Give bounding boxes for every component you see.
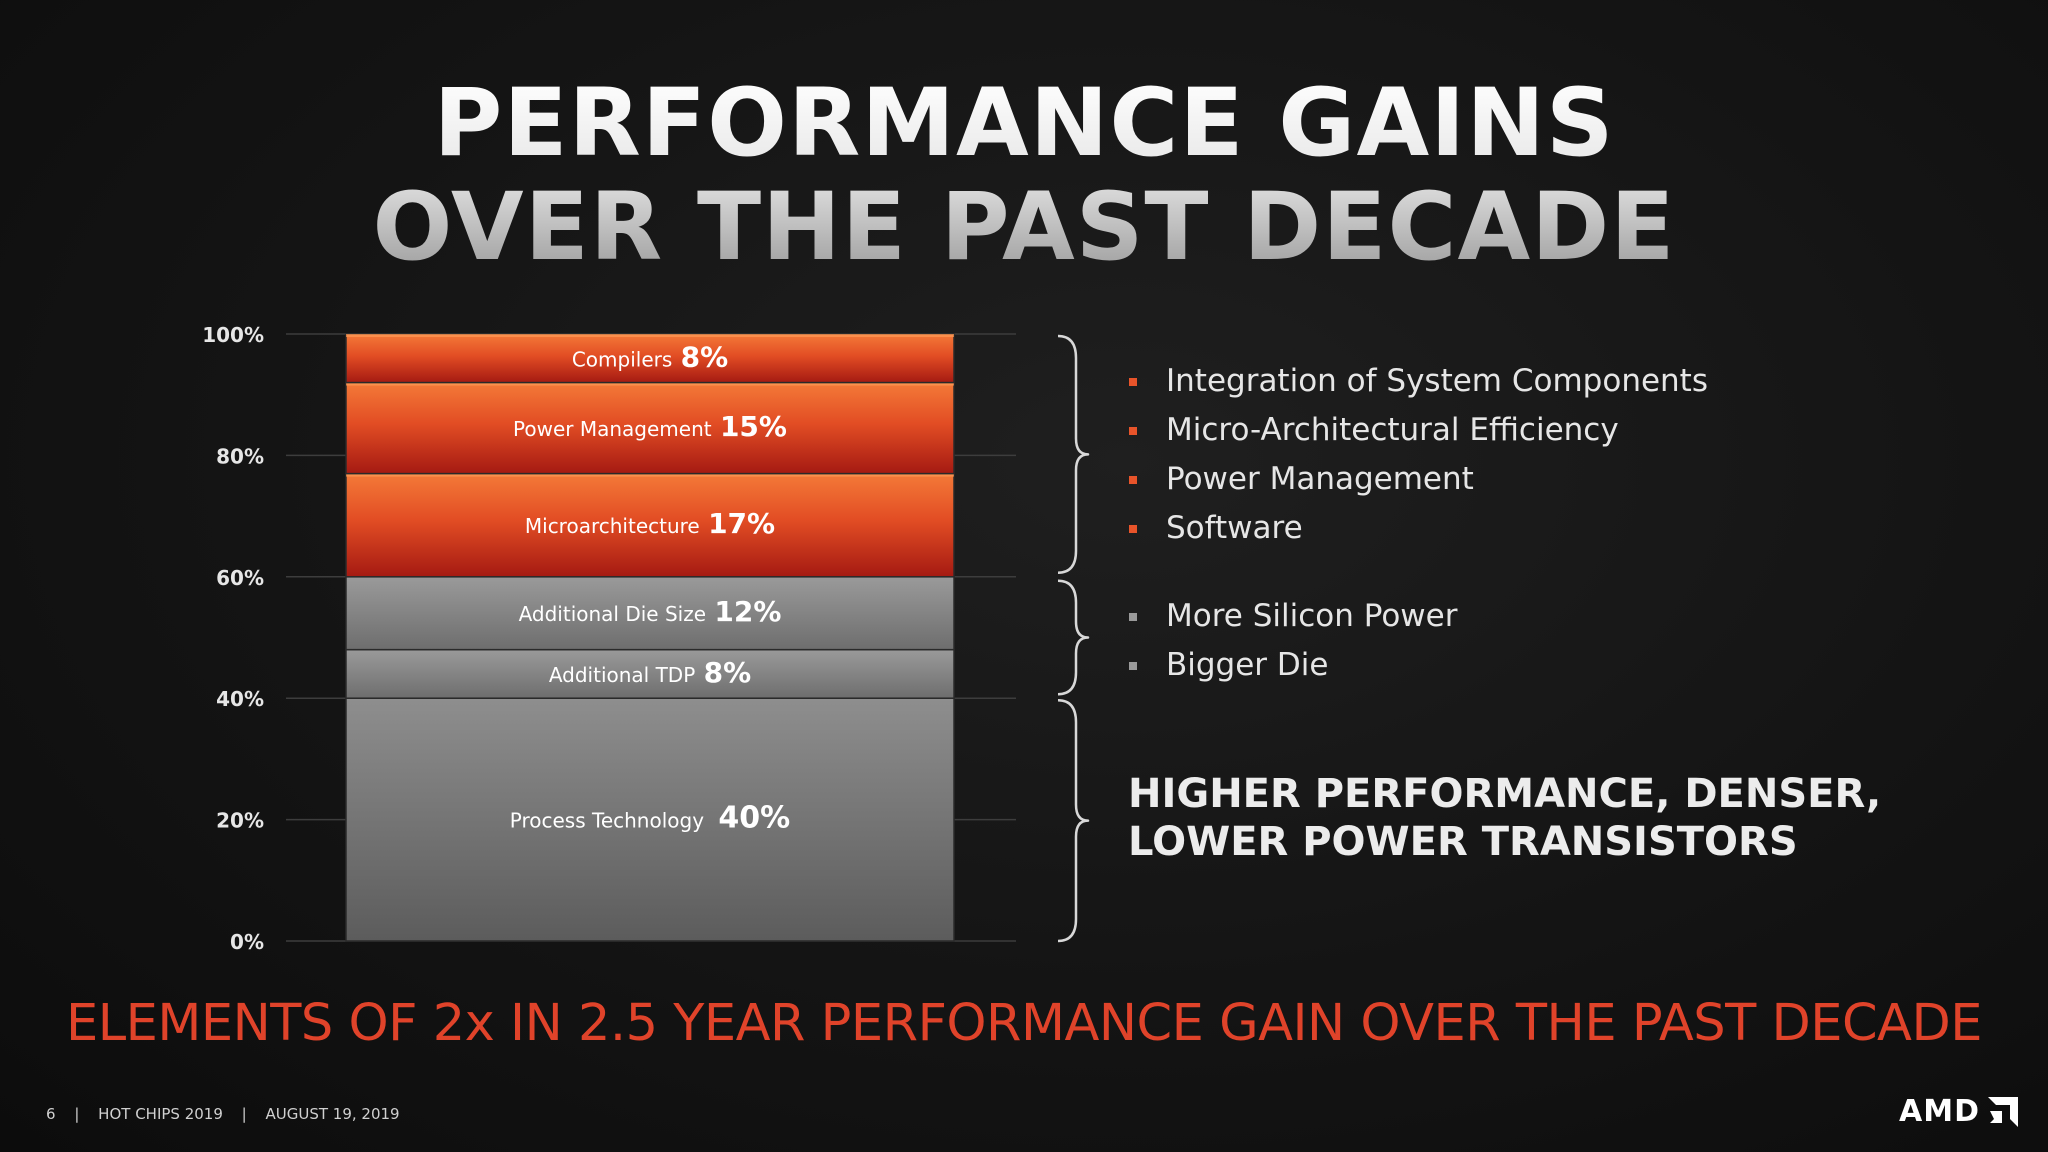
y-tick-label: 100% bbox=[202, 323, 264, 347]
segment-category-label: Additional TDP bbox=[549, 663, 702, 687]
segment-value-label: 12% bbox=[714, 595, 781, 628]
bullet-item: Bigger Die bbox=[1128, 641, 1457, 690]
segment-category-label: Process Technology bbox=[510, 809, 711, 833]
segment-category-label: Additional Die Size bbox=[519, 602, 713, 626]
chart-y-ticks: 0% 20% 40% 60% 80% 100% bbox=[202, 323, 264, 954]
page-number: 6 bbox=[46, 1105, 56, 1123]
bar-segment-label: Compilers 8% bbox=[572, 340, 728, 373]
segment-value-label: 8% bbox=[681, 340, 729, 373]
bullet-marker-icon bbox=[1129, 378, 1137, 386]
bullet-marker-icon bbox=[1129, 662, 1137, 670]
logo-text: AMD bbox=[1899, 1094, 1980, 1129]
bullet-item: Power Management bbox=[1128, 455, 1708, 504]
process-technology-highlight: HIGHER PERFORMANCE, DENSER, LOWER POWER … bbox=[1128, 770, 1881, 866]
y-tick-label: 60% bbox=[216, 566, 264, 590]
amd-arrow-icon bbox=[1988, 1096, 2018, 1127]
bullet-list-silicon: More Silicon Power Bigger Die bbox=[1128, 592, 1457, 690]
bullet-item: Software bbox=[1128, 504, 1708, 553]
bar-segment bbox=[345, 697, 955, 942]
event-name: HOT CHIPS 2019 bbox=[98, 1105, 223, 1123]
segment-value-label: 40% bbox=[718, 801, 790, 836]
amd-logo: AMD bbox=[1899, 1094, 2018, 1129]
bar-segment bbox=[345, 333, 955, 384]
y-tick-label: 80% bbox=[216, 444, 264, 468]
bar-segment bbox=[345, 648, 955, 699]
bar-segment-label: Additional TDP 8% bbox=[549, 656, 751, 689]
bar-segment-label: Microarchitecture 17% bbox=[525, 507, 775, 540]
group-brace bbox=[1057, 579, 1090, 696]
segment-value-label: 8% bbox=[704, 656, 752, 689]
bullet-list-efficiency: Integration of System Components Micro-A… bbox=[1128, 357, 1708, 553]
group-braces bbox=[1057, 334, 1090, 943]
bullet-item: More Silicon Power bbox=[1128, 592, 1457, 641]
chart-bars bbox=[345, 333, 955, 942]
bar-segment-highlight bbox=[346, 473, 954, 477]
footer-separator: | bbox=[74, 1105, 80, 1123]
bar-segment bbox=[345, 576, 955, 651]
event-date: AUGUST 19, 2019 bbox=[265, 1105, 400, 1123]
chart-bar-labels: Process Technology 40%Additional TDP 8%A… bbox=[510, 340, 790, 835]
chart-subtitle: ELEMENTS OF 2x IN 2.5 YEAR PERFORMANCE G… bbox=[66, 994, 1982, 1053]
y-tick-label: 40% bbox=[216, 687, 264, 711]
bar-segment-label: Additional Die Size 12% bbox=[519, 595, 782, 628]
bullet-item: Micro-Architectural Efficiency bbox=[1128, 406, 1708, 455]
bullet-item: Integration of System Components bbox=[1128, 357, 1708, 406]
bullet-marker-icon bbox=[1129, 476, 1137, 484]
segment-value-label: 15% bbox=[720, 410, 787, 443]
segment-category-label: Compilers bbox=[572, 347, 679, 371]
segment-category-label: Microarchitecture bbox=[525, 514, 706, 538]
footer-meta: 6 | HOT CHIPS 2019 | AUGUST 19, 2019 bbox=[46, 1105, 414, 1123]
y-tick-label: 20% bbox=[216, 809, 264, 833]
bullet-marker-icon bbox=[1129, 613, 1137, 621]
bullet-marker-icon bbox=[1129, 427, 1137, 435]
bullet-marker-icon bbox=[1129, 525, 1137, 533]
bar-segment-highlight bbox=[346, 382, 954, 386]
segment-value-label: 17% bbox=[708, 507, 775, 540]
bar-segment-highlight bbox=[346, 334, 954, 337]
bar-segment-label: Process Technology 40% bbox=[510, 801, 790, 836]
bar-segment-label: Power Management 15% bbox=[513, 410, 787, 443]
group-brace bbox=[1057, 698, 1090, 943]
group-brace bbox=[1057, 334, 1090, 575]
y-tick-label: 0% bbox=[230, 930, 264, 954]
bar-segment bbox=[345, 381, 955, 475]
highlight-line-2: LOWER POWER TRANSISTORS bbox=[1128, 819, 1798, 865]
highlight-line-1: HIGHER PERFORMANCE, DENSER, bbox=[1128, 771, 1882, 817]
segment-category-label: Power Management bbox=[513, 417, 718, 441]
footer-separator: | bbox=[241, 1105, 247, 1123]
